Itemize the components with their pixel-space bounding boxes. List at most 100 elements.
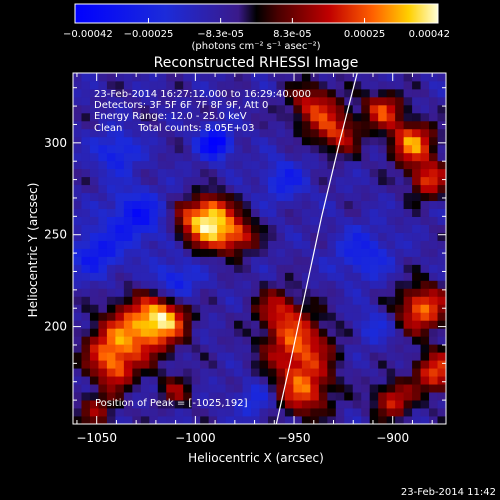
heatmap-cell <box>217 88 226 98</box>
heatmap-cell <box>352 88 362 98</box>
heatmap-cell <box>123 296 133 305</box>
heatmap-cell <box>251 248 260 257</box>
heatmap-cell <box>335 88 345 98</box>
heatmap-cell <box>73 104 82 114</box>
heatmap-cell <box>132 216 142 225</box>
heatmap-cell <box>81 216 91 225</box>
heatmap-cell <box>369 344 379 353</box>
heatmap-cell <box>115 184 125 194</box>
heatmap-cell <box>73 200 82 210</box>
heatmap-cell <box>259 184 269 194</box>
heatmap-cell <box>335 384 345 393</box>
heatmap-cell <box>437 352 446 361</box>
heatmap-cell <box>191 312 201 321</box>
heatmap-cell <box>183 144 193 154</box>
heatmap-cell <box>276 384 286 393</box>
heatmap-cell <box>81 280 91 289</box>
heatmap-cell <box>403 272 413 281</box>
heatmap-cell <box>132 256 142 265</box>
heatmap-cell <box>217 392 226 401</box>
heatmap-cell <box>208 296 218 305</box>
heatmap-cell <box>115 240 125 249</box>
heatmap-cell <box>225 416 235 424</box>
heatmap-cell <box>149 216 159 225</box>
heatmap-cell <box>437 288 446 297</box>
heatmap-cell <box>412 136 421 146</box>
heatmap-cell <box>81 288 91 297</box>
heatmap-cell <box>208 336 218 345</box>
heatmap-cell <box>234 104 243 114</box>
heatmap-cell <box>369 272 379 281</box>
heatmap-cell <box>123 208 133 217</box>
heatmap-cell <box>276 80 286 90</box>
heatmap-cell <box>115 320 125 329</box>
heatmap-cell <box>327 328 337 337</box>
heatmap-cell <box>123 264 133 273</box>
heatmap-cell <box>132 96 142 106</box>
heatmap-cell <box>106 88 116 98</box>
heatmap-cell <box>225 160 235 170</box>
heatmap-cell <box>395 384 405 393</box>
heatmap-cell <box>293 136 303 146</box>
heatmap-cell <box>140 408 150 417</box>
heatmap-cell <box>386 208 396 217</box>
heatmap-cell <box>386 176 396 186</box>
heatmap-cell <box>140 73 150 82</box>
heatmap-cell <box>174 384 184 393</box>
heatmap-cell <box>89 328 99 337</box>
heatmap-cell <box>89 160 99 170</box>
heatmap-cell <box>251 328 260 337</box>
heatmap-cell <box>352 176 362 186</box>
heatmap-cell <box>157 280 167 289</box>
heatmap-cell <box>89 88 99 98</box>
heatmap-cell <box>191 360 201 369</box>
heatmap-cell <box>191 248 201 257</box>
heatmap-cell <box>149 312 159 321</box>
heatmap-cell <box>98 360 108 369</box>
heatmap-cell <box>293 344 303 353</box>
heatmap-cell <box>352 280 362 289</box>
heatmap-cell <box>412 88 421 98</box>
heatmap-cell <box>412 176 421 186</box>
heatmap-cell <box>89 240 99 249</box>
heatmap-cell <box>157 88 167 98</box>
heatmap-cell <box>259 408 269 417</box>
heatmap-cell <box>123 408 133 417</box>
heatmap-cell <box>149 248 159 257</box>
heatmap-cell <box>403 352 413 361</box>
heatmap-cell <box>301 88 311 98</box>
heatmap-cell <box>166 73 176 82</box>
heatmap-cell <box>420 328 430 337</box>
heatmap-cell <box>437 104 446 114</box>
heatmap-cell <box>318 384 328 393</box>
heatmap-cell <box>174 272 184 281</box>
heatmap-cell <box>403 312 413 321</box>
heatmap-cell <box>437 264 446 273</box>
heatmap-cell <box>132 272 142 281</box>
heatmap-cell <box>395 328 405 337</box>
heatmap-cell <box>335 144 345 154</box>
heatmap-cell <box>284 208 294 217</box>
heatmap-cell <box>132 320 142 329</box>
heatmap-cell <box>251 376 260 385</box>
heatmap-cell <box>403 80 413 90</box>
heatmap-cell <box>335 336 345 345</box>
heatmap-cell <box>242 288 252 297</box>
heatmap-cell <box>140 320 150 329</box>
heatmap-cell <box>437 120 446 130</box>
heatmap-cell <box>293 200 303 210</box>
heatmap-cell <box>123 136 133 146</box>
heatmap-cell <box>174 168 184 178</box>
heatmap-cell <box>106 256 116 265</box>
heatmap-cell <box>200 176 210 186</box>
heatmap-cell <box>242 73 252 82</box>
heatmap-cell <box>191 320 201 329</box>
heatmap-cell <box>157 344 167 353</box>
heatmap-cell <box>225 144 235 154</box>
heatmap-cell <box>200 312 210 321</box>
heatmap-cell <box>132 376 142 385</box>
heatmap-cell <box>183 336 193 345</box>
heatmap-cell <box>301 376 311 385</box>
heatmap-cell <box>132 416 142 424</box>
heatmap-cell <box>361 328 371 337</box>
